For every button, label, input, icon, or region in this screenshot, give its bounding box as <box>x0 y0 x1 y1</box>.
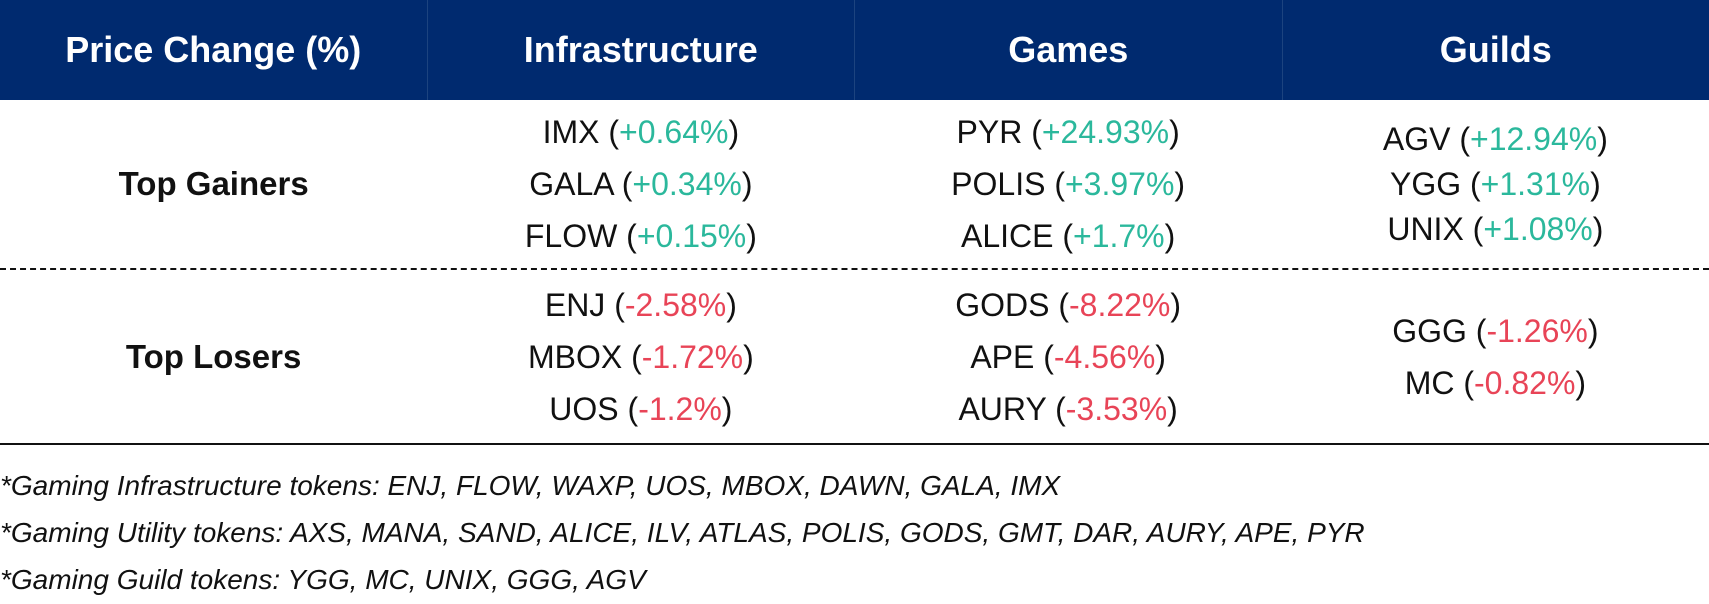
header-price-change: Price Change (%) <box>0 0 428 100</box>
footnote-infrastructure: *Gaming Infrastructure tokens: ENJ, FLOW… <box>0 470 1061 501</box>
loser-entry: UOS (-1.2%) <box>549 390 733 427</box>
losers-guilds-cell: GGG (-1.26%) MC (-0.82%) <box>1282 270 1709 443</box>
gainer-entry: UNIX (+1.08%) <box>1387 210 1604 247</box>
loser-entry: GGG (-1.26%) <box>1392 312 1599 349</box>
gainer-entry: PYR (+24.93%) <box>956 114 1180 150</box>
gainer-entry: YGG (+1.31%) <box>1390 165 1601 202</box>
loser-entry: MC (-0.82%) <box>1404 364 1587 401</box>
header-games: Games <box>855 0 1283 100</box>
gainers-guilds-cell: AGV (+12.94%) YGG (+1.31%) UNIX (+1.08%) <box>1282 100 1709 268</box>
gainer-entry: POLIS (+3.97%) <box>951 166 1186 202</box>
loser-entry: GODS (-8.22%) <box>955 286 1182 323</box>
table-header: Price Change (%) Infrastructure Games Gu… <box>0 0 1709 100</box>
gainers-infrastructure-cell: IMX (+0.64%) GALA (+0.34%) FLOW (+0.15%) <box>427 100 854 268</box>
gainer-entry: GALA (+0.34%) <box>529 166 753 202</box>
header-guilds: Guilds <box>1439 29 1552 70</box>
loser-entry: MBOX (-1.72%) <box>527 338 754 375</box>
gainer-entry: FLOW (+0.15%) <box>524 218 757 254</box>
losers-games-cell: GODS (-8.22%) APE (-4.56%) AURY (-3.53%) <box>855 270 1282 443</box>
footnote-guild: *Gaming Guild tokens: YGG, MC, UNIX, GGG… <box>0 564 646 595</box>
loser-entry: ENJ (-2.58%) <box>544 286 737 323</box>
footnotes: *Gaming Infrastructure tokens: ENJ, FLOW… <box>0 462 1709 603</box>
gainer-entry: ALICE (+1.7%) <box>960 218 1176 254</box>
top-gainers-label: Top Gainers <box>118 165 309 202</box>
gainer-entry: IMX (+0.64%) <box>542 114 740 150</box>
gainers-games-cell: PYR (+24.93%) POLIS (+3.97%) ALICE (+1.7… <box>855 100 1282 268</box>
header-infrastructure: Infrastructure <box>428 0 855 100</box>
losers-infrastructure-cell: ENJ (-2.58%) MBOX (-1.72%) UOS (-1.2%) <box>427 270 854 443</box>
top-gainers-row: Top Gainers IMX (+0.64%) GALA (+0.34%) F… <box>0 100 1709 270</box>
top-losers-label: Top Losers <box>125 337 302 375</box>
top-losers-row: Top Losers ENJ (-2.58%) MBOX (-1.72%) UO… <box>0 270 1709 445</box>
price-change-table: Price Change (%) Infrastructure Games Gu… <box>0 0 1709 445</box>
loser-entry: APE (-4.56%) <box>970 338 1166 375</box>
loser-entry: AURY (-3.53%) <box>958 390 1178 427</box>
gainer-entry: AGV (+12.94%) <box>1382 120 1608 157</box>
footnote-utility: *Gaming Utility tokens: AXS, MANA, SAND,… <box>0 517 1365 548</box>
